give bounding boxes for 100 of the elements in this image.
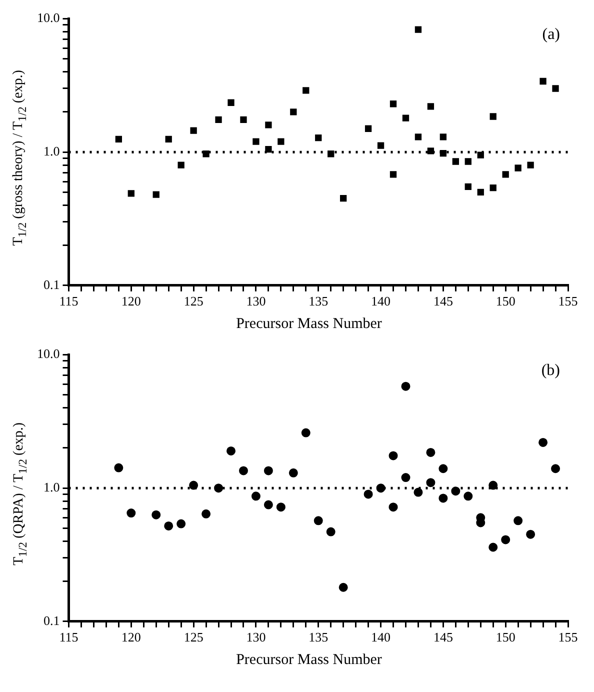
point <box>265 122 272 128</box>
point <box>215 116 222 124</box>
point <box>552 85 559 92</box>
point <box>464 492 473 501</box>
point <box>214 484 224 493</box>
point <box>202 509 211 518</box>
point <box>388 502 398 512</box>
point <box>115 136 122 143</box>
point <box>540 78 546 85</box>
point <box>390 171 397 178</box>
point <box>238 466 248 476</box>
point <box>240 116 247 124</box>
point <box>490 113 496 120</box>
x-tick-label: 140 <box>371 630 391 645</box>
point <box>477 188 484 196</box>
point <box>164 521 174 530</box>
point <box>264 466 273 476</box>
point <box>338 582 348 592</box>
y-tick-label: 0.1 <box>44 276 60 292</box>
point <box>288 468 298 478</box>
annotation: (b) <box>541 362 560 380</box>
point <box>301 428 310 438</box>
x-tick-label: 125 <box>184 630 204 645</box>
point <box>401 382 410 391</box>
point <box>501 535 510 544</box>
x-tick-label: 135 <box>308 630 328 645</box>
y-tick-label: 10.0 <box>37 346 60 362</box>
point <box>390 100 397 108</box>
point <box>176 519 186 528</box>
point <box>526 530 536 539</box>
point <box>326 527 336 536</box>
point <box>477 152 484 158</box>
point <box>502 171 509 178</box>
point <box>178 162 184 168</box>
point <box>340 195 347 202</box>
x-tick-label: 125 <box>184 294 204 309</box>
point <box>315 134 322 142</box>
x-axis-title: Precursor Mass Number <box>235 652 383 669</box>
point <box>490 184 496 192</box>
x-axis-title: Precursor Mass Number <box>235 316 383 333</box>
point <box>114 463 124 472</box>
point <box>438 494 448 503</box>
point <box>414 134 422 140</box>
x-tick-label: 115 <box>59 294 78 309</box>
point <box>152 510 161 520</box>
point <box>426 448 436 457</box>
point <box>427 103 434 110</box>
point <box>388 451 398 460</box>
annotation: (a) <box>542 26 560 44</box>
x-tick-label: 155 <box>558 630 578 645</box>
point <box>228 99 234 106</box>
point <box>226 446 236 456</box>
point <box>514 164 522 172</box>
y-tick-label: 1.0 <box>44 480 60 495</box>
point <box>202 150 210 158</box>
point <box>126 508 136 518</box>
point <box>278 138 284 145</box>
point <box>426 478 436 488</box>
x-tick-label: 115 <box>59 630 78 645</box>
point <box>527 162 534 168</box>
point <box>402 114 410 122</box>
point <box>276 502 286 512</box>
y-tick-label: 10.0 <box>37 10 60 26</box>
point <box>401 473 410 482</box>
point <box>452 158 459 165</box>
point <box>377 142 384 149</box>
x-tick-label: 120 <box>121 294 141 309</box>
x-tick-label: 150 <box>496 294 516 309</box>
point <box>451 486 460 496</box>
point <box>414 26 422 33</box>
point <box>414 488 423 497</box>
point <box>464 158 472 165</box>
point <box>514 516 523 526</box>
point <box>538 438 548 447</box>
y-tick-label: 1.0 <box>44 144 60 159</box>
x-tick-label: 140 <box>371 294 391 309</box>
x-tick-label: 145 <box>433 630 453 645</box>
x-tick-label: 130 <box>246 630 266 645</box>
point <box>152 191 160 198</box>
x-tick-label: 120 <box>121 630 141 645</box>
point <box>364 125 372 132</box>
point <box>290 108 297 116</box>
point <box>189 480 198 490</box>
point <box>264 500 273 510</box>
x-tick-label: 150 <box>496 630 516 645</box>
x-tick-label: 145 <box>433 294 453 309</box>
x-tick-label: 155 <box>558 294 578 309</box>
point <box>128 190 134 197</box>
point <box>551 464 560 474</box>
point <box>165 136 172 143</box>
point <box>364 490 373 499</box>
point <box>251 492 260 501</box>
point <box>440 134 447 140</box>
point <box>488 542 498 552</box>
y-tick-label: 0.1 <box>44 612 60 628</box>
x-tick-label: 135 <box>308 294 328 309</box>
point <box>427 148 434 154</box>
point <box>464 183 472 190</box>
point <box>314 516 323 526</box>
point <box>302 87 310 94</box>
